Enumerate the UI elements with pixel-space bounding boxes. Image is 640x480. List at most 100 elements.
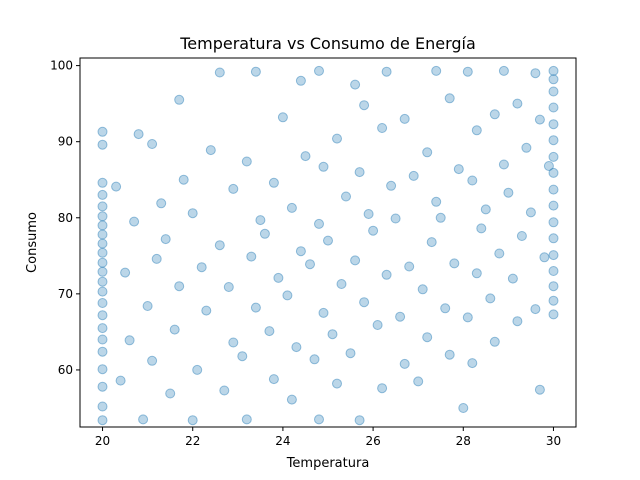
data-point [534,384,545,395]
data-point [471,125,482,136]
data-point [498,65,509,76]
data-point [286,394,297,405]
data-point [97,364,108,375]
data-point [151,253,162,264]
data-point [97,298,108,308]
data-point [142,301,153,311]
data-point [516,231,527,241]
data-point [133,129,144,140]
data-point [503,187,514,198]
data-point [548,65,559,76]
data-point [476,223,487,234]
data-point [494,248,505,259]
data-point [521,142,532,153]
data-point [120,267,131,278]
data-point [548,250,559,261]
data-point [548,74,559,85]
data-point [507,273,518,284]
data-point [431,65,442,76]
y-tick-label: 80 [58,211,73,225]
data-point [381,269,392,280]
data-point [462,312,473,323]
data-point [377,383,388,394]
data-point [539,252,550,263]
data-point [192,364,203,375]
chart-title: Temperatura vs Consumo de Energía [179,34,476,53]
data-point [97,177,108,188]
data-point [368,225,379,236]
data-point [97,139,108,150]
data-point [548,281,559,292]
data-point [512,98,523,109]
data-point [548,233,559,244]
data-point [381,66,392,77]
data-point [548,295,559,306]
data-point [480,204,491,215]
data-point [350,255,361,266]
data-point [467,358,478,369]
data-point [246,251,257,262]
data-point [404,261,415,272]
data-point [241,414,252,425]
data-point [97,211,108,222]
data-point [115,375,126,386]
data-point [174,94,185,105]
data-point [97,238,108,249]
data-point [377,123,388,133]
data-point [449,258,460,269]
data-point [386,180,397,191]
data-point [97,126,108,137]
data-point [223,282,234,292]
data-point [259,228,270,239]
data-point [295,246,306,257]
data-point [160,234,171,245]
data-point [241,156,252,167]
data-point [332,378,342,389]
data-point [147,139,158,149]
data-point [156,198,167,209]
data-point [255,215,266,226]
data-point [363,209,374,219]
data-point [97,381,108,392]
y-tick-label: 60 [58,363,73,377]
x-tick-label: 24 [275,434,290,448]
data-point [498,159,509,170]
data-point [354,415,365,426]
data-point [548,266,559,276]
data-point [228,183,239,194]
data-point [485,293,496,304]
data-point [426,237,437,248]
data-point [525,207,536,218]
data-point [399,358,410,369]
data-point [354,167,365,178]
data-point [174,281,185,292]
data-point [318,307,329,318]
data-point [341,191,351,202]
data-point [237,351,248,362]
data-point [458,403,469,413]
data-points [97,65,559,426]
data-point [268,177,279,188]
data-point [471,268,482,279]
data-point [413,376,424,387]
data-point [273,272,284,283]
y-tick-label: 100 [50,59,73,73]
data-point [97,257,108,268]
data-point [534,114,545,125]
data-point [548,102,559,113]
y-axis-label: Consumo [25,212,40,273]
data-point [512,316,523,327]
data-point [187,208,198,219]
data-point [408,170,419,181]
data-point [489,109,500,120]
data-point [489,336,500,347]
data-point [250,66,261,77]
data-point [97,310,108,321]
data-point [336,279,347,289]
data-point [467,175,478,186]
data-point [548,167,559,178]
data-point [359,100,370,111]
data-point [345,348,356,359]
data-point [422,147,433,158]
